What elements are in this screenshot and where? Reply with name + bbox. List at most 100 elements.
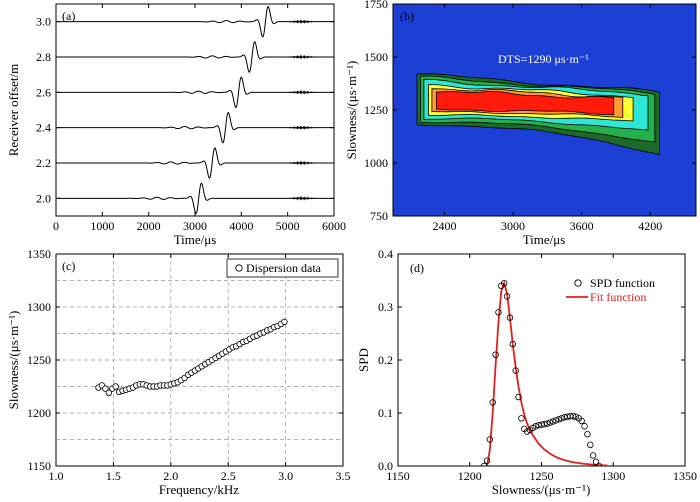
y-tick-label: 0.1 [378,406,393,420]
spd-point [512,367,519,374]
spd-point [578,417,585,425]
y-tick-label: 750 [370,209,388,223]
panel-c-dispersion: 1.0 1.5 2.0 2.5 3.0 3.5 1150 1200 1250 1300 1350 (… [6,247,351,497]
y-tick-label: 2.0 [36,191,51,205]
waveform-trace-2.0 [56,182,334,215]
panel-a-waveforms: 0 1000 2000 3000 4000 5000 6000 2.0 2.2 2.4 2.6 2.8… [6,3,346,247]
spd-point [544,420,551,427]
x-tick-label: 1250 [530,469,554,483]
panel-d-ylabel: SPD [356,348,371,372]
y-tick-label: 2.8 [36,50,51,64]
spd-point [592,458,600,465]
y-tick-label: 1500 [364,50,388,64]
waveform-trace-2.6 [56,76,334,109]
y-tick-label: 0.0 [378,459,393,473]
panel-a-label: (a) [62,9,75,23]
x-tick-label: 1150 [386,469,410,483]
panel-c-xlabel: Frequency/kHz [159,482,239,497]
dispersion-point [281,318,288,326]
y-tick-label: 1350 [27,247,51,261]
y-tick-label: 0.2 [378,353,393,367]
y-tick-label: 0.4 [378,247,393,261]
y-tick-label: 1750 [364,0,388,11]
panel-a-xlabel: Time/μs [174,232,217,247]
waveform-trace-2.8 [56,41,334,73]
x-tick-label: 1350 [673,469,697,483]
spd-point [492,351,499,358]
panel-a-frame [55,3,335,217]
panel-a-ylabel: Receiver offset/m [6,64,21,157]
x-tick-label: 1.5 [106,469,121,483]
legend-label-dispersion: Dispersion data [246,261,322,275]
spd-point [552,417,560,424]
y-tick-label: 1150 [27,459,51,473]
y-tick-label: 0.3 [378,300,393,314]
x-tick-label: 1300 [601,469,625,483]
fit-function-line [486,280,608,466]
x-tick-label: 3.0 [278,469,293,483]
y-tick-label: 3.0 [36,15,51,29]
x-tick-label: 3.5 [336,469,351,483]
legend-marker-spd [574,279,582,287]
legend-label-fit: Fit function [590,290,646,304]
x-tick-label: 2.5 [221,469,236,483]
panel-b-xlabel: Time/μs [523,232,566,247]
spd-point [569,412,577,420]
spd-point [503,293,511,300]
spd-point [515,393,522,401]
spd-point [480,462,488,466]
dispersion-point [112,383,119,390]
y-tick-label: 1250 [364,103,388,117]
spd-point [584,431,591,438]
spd-point [483,457,491,464]
spd-point [541,420,548,428]
x-tick-label: 2400 [432,219,456,233]
spd-point [549,418,557,425]
panel-d-label: (d) [410,261,424,275]
x-tick-label: 0 [53,219,59,233]
x-tick-label: 1000 [90,219,114,233]
y-tick-label: 1300 [27,300,51,314]
panel-c-label: (c) [62,259,75,273]
contour-level-5 [435,91,615,116]
spd-point [495,309,502,316]
y-tick-label: 1000 [364,156,388,170]
x-tick-label: 3600 [570,219,594,233]
spd-point [558,415,565,422]
panel-c-ylabel: Slowness/(μs·m⁻¹) [6,311,21,410]
y-tick-label: 1200 [27,406,51,420]
x-tick-label: 4200 [638,219,662,233]
spd-point [500,279,508,287]
y-tick-label: 2.6 [36,85,51,99]
spd-point [581,423,588,430]
panel-d-legend: SPD function Fit function [566,276,655,304]
spd-point [587,441,594,448]
x-tick-label: 6000 [322,219,346,233]
spd-point [486,436,494,443]
x-tick-label: 3000 [501,219,525,233]
y-tick-label: 2.2 [36,156,51,170]
panel-b-ylabel: Slowness/(μs·m⁻¹) [344,61,359,160]
spd-point [532,423,539,430]
x-tick-label: 4000 [229,219,253,233]
legend-label-spd: SPD function [590,276,655,290]
spd-point [595,462,603,466]
spd-point [518,415,525,422]
dispersion-point [102,385,109,392]
dts-annotation: DTS=1290 μs·m⁻¹ [498,52,589,66]
spd-point [555,416,562,423]
x-tick-label: 1200 [458,469,482,483]
waveform-trace-2.4 [56,111,334,144]
y-tick-label: 1250 [27,353,51,367]
spd-point [546,419,554,426]
dispersion-point [105,389,113,397]
x-tick-label: 3000 [183,219,207,233]
x-tick-label: 1.0 [49,469,64,483]
panel-c-legend: Dispersion data [226,258,339,278]
spd-point [589,452,597,459]
x-tick-label: 2.0 [163,469,178,483]
legend-marker-dispersion [235,264,243,272]
